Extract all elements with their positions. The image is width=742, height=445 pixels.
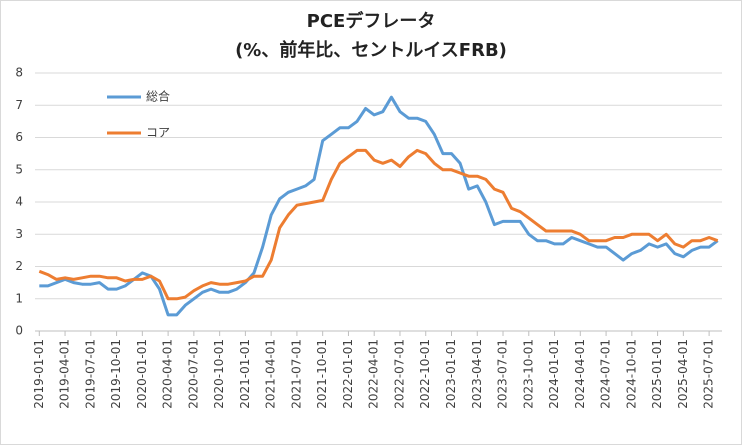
x-tick-label: 2021-10-01 [315,339,329,409]
y-tick-label: 1 [15,291,23,305]
y-tick-label: 5 [15,162,23,176]
x-tick-label: 2019-07-01 [83,339,97,409]
y-tick-label: 4 [15,195,23,209]
x-tick-label: 2025-07-01 [702,339,716,409]
y-tick-label: 0 [15,324,23,338]
x-tick-label: 2020-01-01 [135,339,149,409]
y-tick-label: 8 [15,66,23,80]
y-tick-label: 7 [15,98,23,112]
x-tick-label: 2019-04-01 [58,339,72,409]
series-line [38,148,719,301]
y-tick-label: 6 [15,130,23,144]
x-tick-label: 2024-04-01 [573,339,587,409]
x-tick-label: 2022-07-01 [392,339,406,409]
x-tick-label: 2021-07-01 [289,339,303,409]
x-tick-label: 2020-07-01 [186,339,200,409]
x-tick-label: 2023-04-01 [470,339,484,409]
x-tick-label: 2021-04-01 [264,339,278,409]
x-tick-label: 2025-01-01 [650,339,664,409]
x-tick-label: 2023-01-01 [444,339,458,409]
x-tick-label: 2024-01-01 [547,339,561,409]
chart-subtitle: (%、前年比、セントルイスFRB) [235,39,507,61]
x-tick-label: 2024-07-01 [599,339,613,409]
x-tick-label: 2022-10-01 [418,339,432,409]
legend-label: コア [146,126,170,140]
x-tick-label: 2021-01-01 [238,339,252,409]
x-tick-label: 2022-04-01 [367,339,381,409]
legend-label: 総合 [146,89,170,104]
x-tick-label: 2023-10-01 [521,339,535,409]
x-tick-label: 2020-04-01 [161,339,175,409]
x-tick-label: 2023-07-01 [496,339,510,409]
x-tick-label: 2025-04-01 [676,339,690,409]
x-tick-label: 2019-10-01 [109,339,123,409]
y-tick-label: 3 [15,227,23,241]
x-tick-label: 2024-10-01 [624,339,638,409]
x-tick-label: 2020-10-01 [212,339,226,409]
x-tick-label: 2019-01-01 [32,339,46,409]
chart-title: PCEデフレータ [307,10,436,32]
x-tick-label: 2022-01-01 [341,339,355,409]
y-tick-label: 2 [15,259,23,273]
